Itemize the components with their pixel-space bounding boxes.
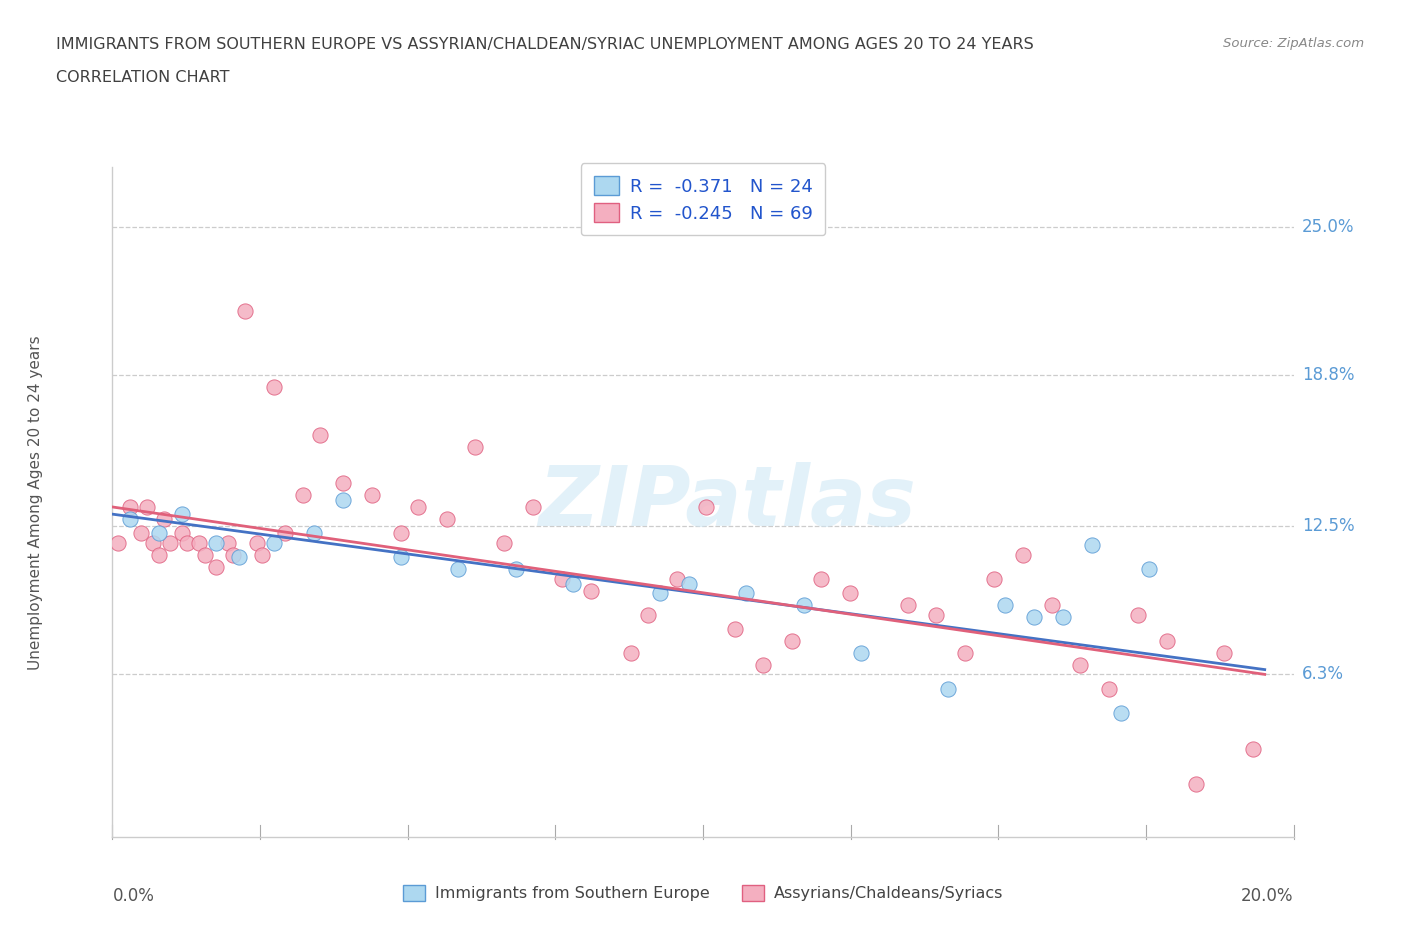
Text: Source: ZipAtlas.com: Source: ZipAtlas.com bbox=[1223, 37, 1364, 50]
Point bbox=[579, 583, 602, 598]
Point bbox=[360, 487, 382, 502]
Point bbox=[953, 645, 976, 660]
Point bbox=[205, 559, 228, 574]
Point bbox=[245, 536, 267, 551]
Point bbox=[782, 633, 804, 648]
Point bbox=[217, 536, 239, 551]
Point bbox=[620, 645, 643, 660]
Point bbox=[851, 645, 873, 660]
Point bbox=[1069, 658, 1091, 672]
Point bbox=[1109, 705, 1132, 720]
Point bbox=[562, 576, 585, 591]
Point bbox=[1098, 682, 1121, 697]
Point bbox=[447, 562, 470, 577]
Point bbox=[1011, 548, 1033, 563]
Point bbox=[936, 682, 959, 697]
Point bbox=[1156, 633, 1178, 648]
Legend: Immigrants from Southern Europe, Assyrians/Chaldeans/Syriacs: Immigrants from Southern Europe, Assyria… bbox=[395, 877, 1011, 910]
Point bbox=[1184, 777, 1206, 791]
Point bbox=[678, 576, 700, 591]
Point bbox=[291, 487, 314, 502]
Point bbox=[522, 499, 544, 514]
Point bbox=[302, 525, 325, 540]
Point bbox=[263, 380, 285, 395]
Point bbox=[233, 303, 256, 318]
Point bbox=[153, 512, 176, 526]
Point bbox=[793, 598, 815, 613]
Point bbox=[810, 571, 832, 586]
Point bbox=[464, 440, 486, 455]
Point bbox=[252, 548, 274, 563]
Point bbox=[724, 621, 747, 636]
Text: Unemployment Among Ages 20 to 24 years: Unemployment Among Ages 20 to 24 years bbox=[28, 335, 44, 670]
Point bbox=[1213, 645, 1236, 660]
Point bbox=[263, 536, 285, 551]
Point bbox=[159, 536, 181, 551]
Point bbox=[505, 562, 527, 577]
Point bbox=[222, 548, 245, 563]
Point bbox=[1081, 538, 1104, 552]
Point bbox=[695, 499, 717, 514]
Point bbox=[1040, 598, 1063, 613]
Point bbox=[436, 512, 458, 526]
Text: 0.0%: 0.0% bbox=[112, 887, 155, 905]
Point bbox=[274, 525, 297, 540]
Point bbox=[735, 586, 758, 601]
Point bbox=[309, 428, 332, 443]
Point bbox=[228, 550, 250, 565]
Point bbox=[194, 548, 217, 563]
Point bbox=[1139, 562, 1161, 577]
Point bbox=[1052, 609, 1074, 624]
Point bbox=[148, 525, 170, 540]
Point bbox=[332, 475, 354, 490]
Point bbox=[389, 550, 412, 565]
Text: 20.0%: 20.0% bbox=[1241, 887, 1294, 905]
Text: ZIPatlas: ZIPatlas bbox=[537, 461, 915, 543]
Point bbox=[389, 525, 412, 540]
Point bbox=[170, 507, 193, 522]
Point bbox=[648, 586, 671, 601]
Point bbox=[107, 536, 129, 551]
Point bbox=[838, 586, 860, 601]
Point bbox=[896, 598, 918, 613]
Point bbox=[187, 536, 209, 551]
Point bbox=[637, 607, 659, 622]
Text: CORRELATION CHART: CORRELATION CHART bbox=[56, 70, 229, 85]
Point bbox=[170, 525, 193, 540]
Point bbox=[1241, 741, 1264, 756]
Point bbox=[994, 598, 1017, 613]
Point bbox=[205, 536, 228, 551]
Point bbox=[136, 499, 159, 514]
Text: 6.3%: 6.3% bbox=[1302, 665, 1344, 684]
Point bbox=[666, 571, 689, 586]
Text: IMMIGRANTS FROM SOUTHERN EUROPE VS ASSYRIAN/CHALDEAN/SYRIAC UNEMPLOYMENT AMONG A: IMMIGRANTS FROM SOUTHERN EUROPE VS ASSYR… bbox=[56, 37, 1033, 52]
Point bbox=[142, 536, 165, 551]
Point bbox=[148, 548, 170, 563]
Point bbox=[983, 571, 1005, 586]
Point bbox=[332, 492, 354, 507]
Point bbox=[752, 658, 775, 672]
Text: 18.8%: 18.8% bbox=[1302, 366, 1354, 384]
Point bbox=[176, 536, 198, 551]
Point bbox=[1126, 607, 1149, 622]
Point bbox=[118, 499, 141, 514]
Text: 12.5%: 12.5% bbox=[1302, 517, 1354, 535]
Point bbox=[406, 499, 429, 514]
Text: 25.0%: 25.0% bbox=[1302, 219, 1354, 236]
Point bbox=[1024, 609, 1046, 624]
Point bbox=[494, 536, 516, 551]
Point bbox=[925, 607, 948, 622]
Point bbox=[551, 571, 574, 586]
Point bbox=[118, 512, 141, 526]
Point bbox=[129, 525, 152, 540]
